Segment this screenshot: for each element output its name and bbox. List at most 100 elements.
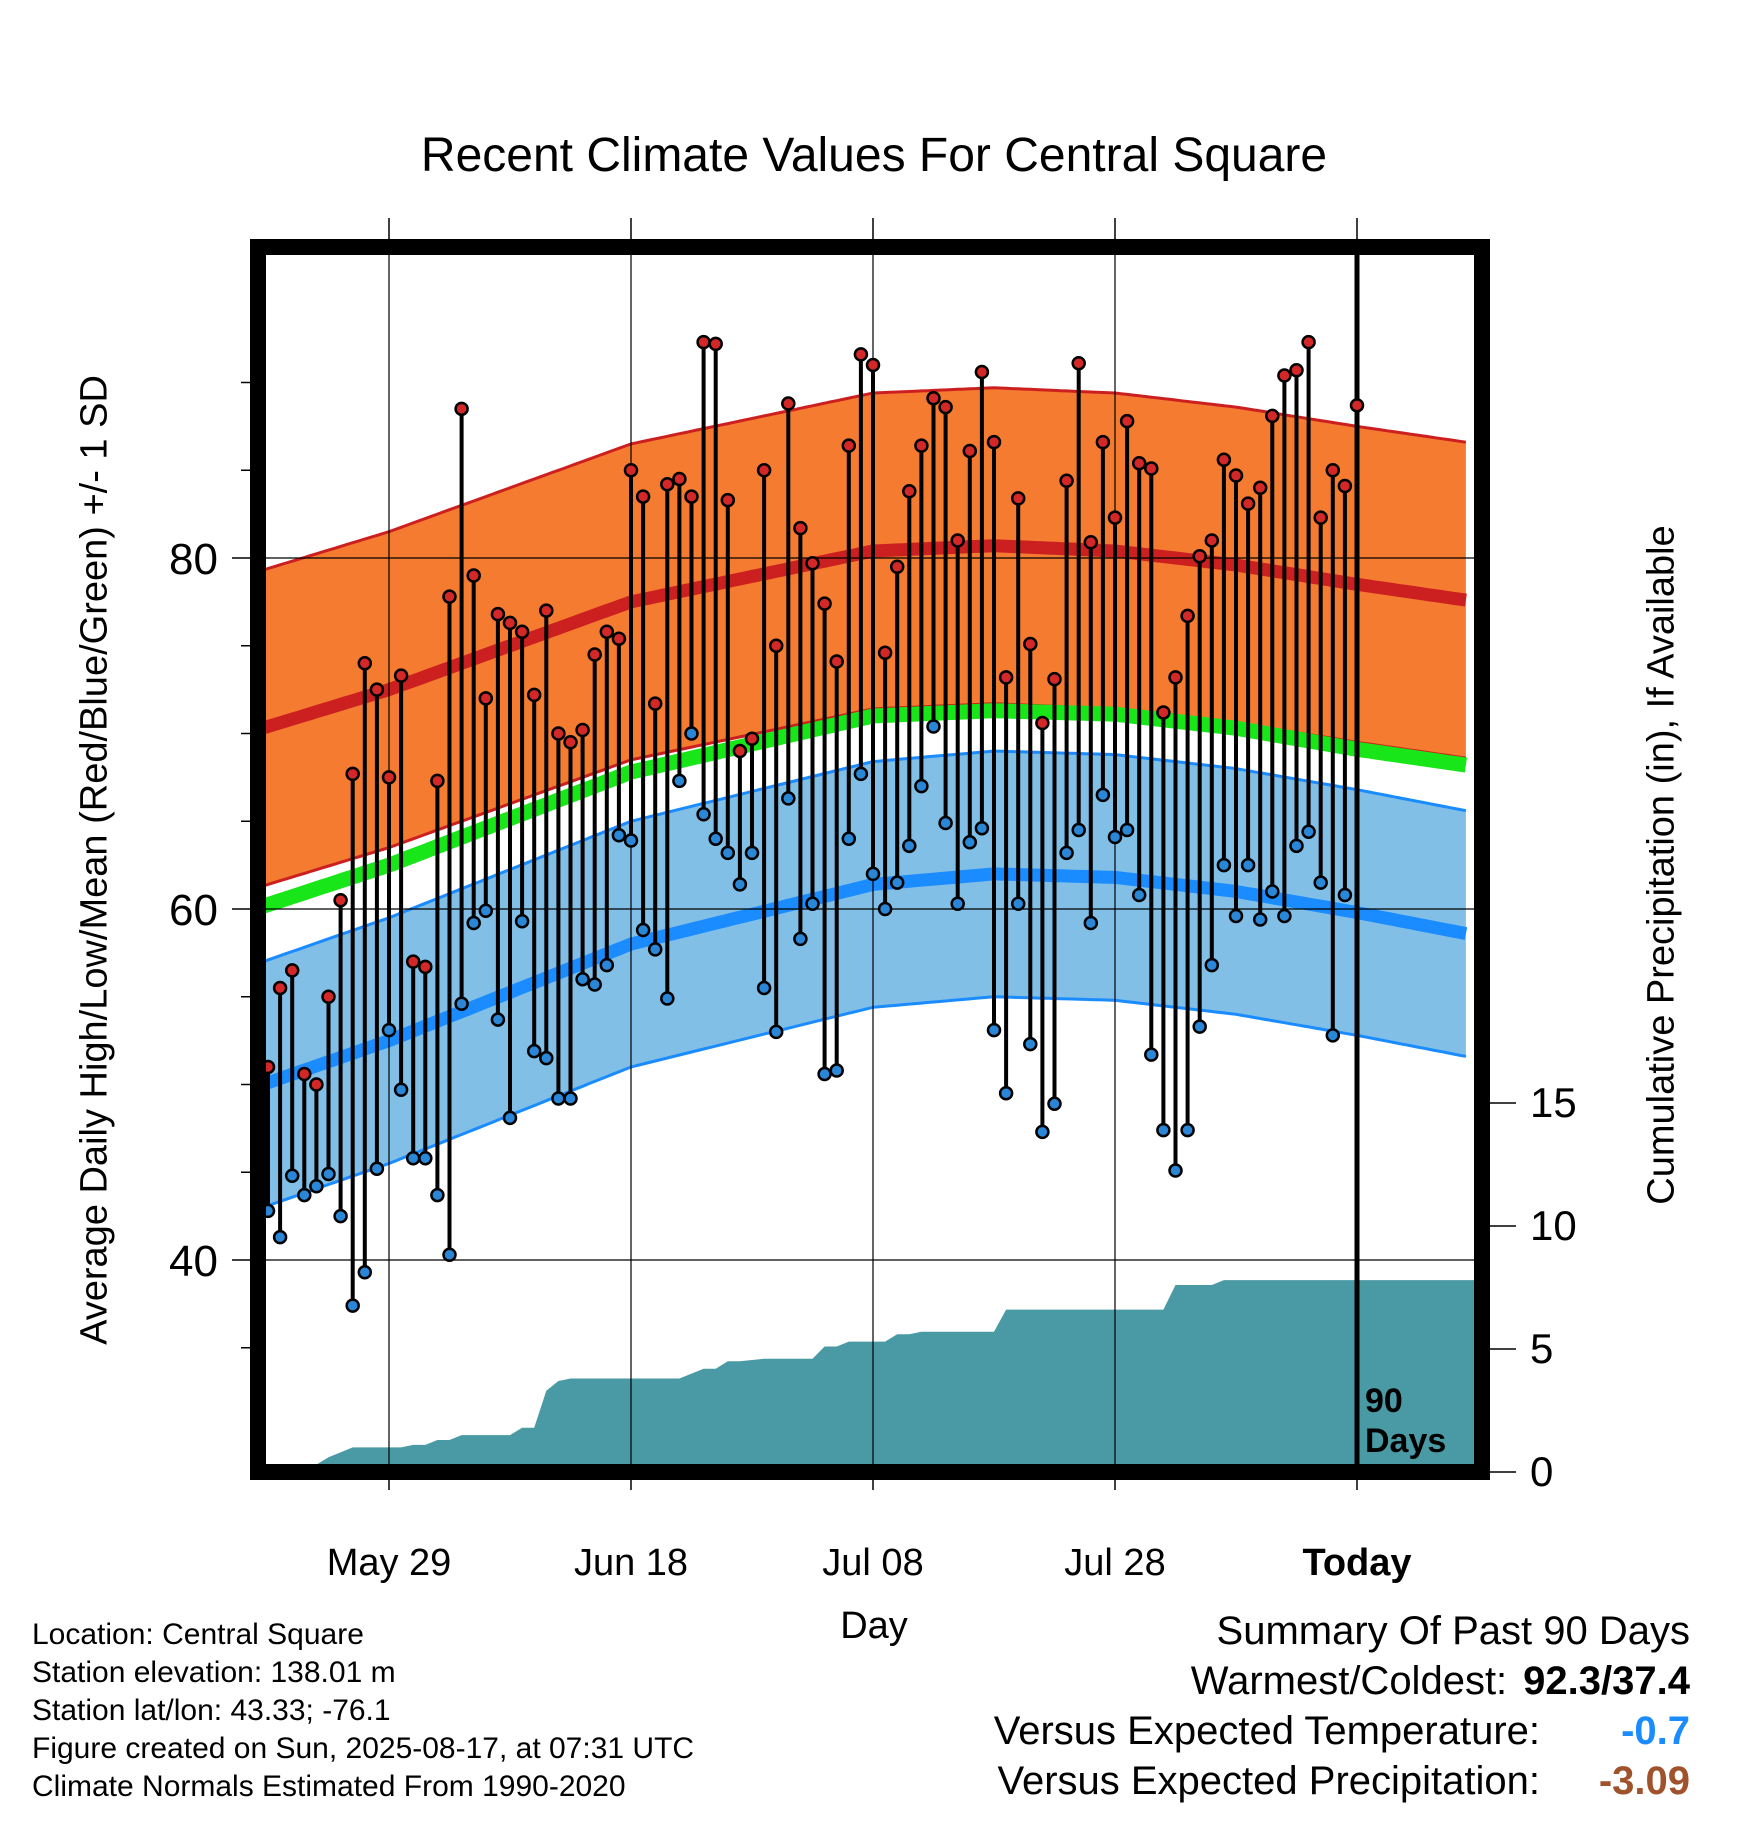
daily-high-point — [962, 443, 978, 459]
daily-high-point — [865, 357, 881, 373]
y-axis-label: Average Daily High/Low/Mean (Red/Blue/Gr… — [73, 375, 116, 1345]
daily-low-point — [720, 845, 736, 861]
daily-low-point — [1095, 787, 1111, 803]
daily-high-point — [321, 989, 336, 1004]
precip-departure-value: -3.09 — [1598, 1759, 1690, 1803]
created-text: Figure created on Sun, 2025-08-17, at 07… — [32, 1732, 695, 1765]
summary-panel: Summary Of Past 90 Days Warmest/Coldest:… — [994, 1606, 1690, 1806]
x-tick-label: May 29 — [327, 1542, 452, 1584]
daily-low-point — [986, 1022, 1002, 1038]
daily-low-point — [877, 901, 893, 917]
daily-low-point — [321, 1166, 336, 1182]
daily-low-point — [1107, 829, 1123, 845]
daily-high-point — [1265, 408, 1280, 424]
daily-low-point — [865, 866, 881, 882]
daily-low-point — [1047, 1096, 1062, 1112]
daily-high-point — [526, 687, 542, 703]
daily-high-point — [539, 603, 554, 618]
days-annotation-line2: Days — [1365, 1422, 1446, 1460]
daily-high-point — [466, 568, 481, 583]
daily-high-point — [1240, 496, 1256, 511]
elevation-text: Station elevation: 138.01 m — [32, 1656, 396, 1689]
daily-low-point — [502, 1110, 518, 1126]
daily-high-point — [297, 1066, 312, 1082]
daily-low-point — [297, 1187, 312, 1203]
daily-low-point — [829, 1063, 844, 1078]
daily-low-point — [817, 1066, 832, 1082]
daily-low-point — [1313, 875, 1328, 890]
y-tick-label: 40 — [169, 1237, 218, 1286]
daily-high-point — [950, 533, 965, 548]
daily-high-point — [1192, 548, 1207, 564]
daily-high-point — [793, 520, 808, 536]
daily-low-point — [1325, 1028, 1341, 1043]
precip-departure-label: Versus Expected Precipitation: — [997, 1759, 1540, 1803]
daily-low-point — [345, 1298, 360, 1313]
daily-high-point — [998, 670, 1014, 685]
temp-departure-label: Versus Expected Temperature: — [993, 1709, 1540, 1753]
daily-high-point — [720, 492, 736, 508]
daily-high-point — [575, 722, 590, 738]
daily-low-point — [914, 778, 929, 794]
daily-high-point — [708, 336, 723, 352]
daily-high-point — [696, 334, 711, 350]
daily-low-point — [357, 1265, 373, 1280]
warmest-coldest-label: Warmest/Coldest: — [1190, 1659, 1508, 1703]
daily-high-point — [284, 963, 300, 978]
daily-high-point — [672, 471, 687, 487]
daily-high-point — [744, 731, 760, 747]
daily-low-point — [660, 991, 675, 1006]
daily-low-point — [1144, 1047, 1159, 1062]
daily-high-point — [551, 726, 566, 741]
daily-high-point — [1119, 413, 1135, 429]
daily-low-point — [805, 896, 820, 911]
summary-heading: Summary Of Past 90 Days — [1216, 1609, 1690, 1653]
daily-low-point — [430, 1187, 445, 1203]
y2-tick-label: 5 — [1530, 1325, 1553, 1372]
daily-low-point — [526, 1043, 542, 1059]
daily-high-point — [647, 696, 663, 711]
daily-low-point — [454, 996, 469, 1012]
daily-high-point — [1349, 398, 1365, 413]
daily-low-point — [672, 773, 687, 789]
daily-low-point — [333, 1208, 348, 1224]
daily-low-point — [1252, 912, 1268, 927]
daily-high-point — [599, 624, 615, 639]
daily-high-point — [926, 391, 941, 406]
daily-low-point — [1119, 822, 1135, 838]
daily-low-point — [1071, 822, 1086, 838]
daily-low-point — [1010, 896, 1026, 911]
daily-high-point — [1035, 715, 1050, 731]
daily-high-point — [684, 489, 699, 504]
daily-low-point — [889, 875, 905, 890]
y-tick-label: 80 — [169, 535, 218, 584]
chart-title: Recent Climate Values For Central Square — [420, 129, 1328, 182]
daily-high-point — [805, 556, 820, 571]
warmest-coldest-row: Warmest/Coldest: 92.3/37.4 — [994, 1656, 1690, 1706]
daily-high-point — [369, 682, 385, 697]
daily-low-point — [1083, 915, 1099, 931]
daily-high-point — [914, 438, 929, 453]
y-tick-label: 60 — [169, 886, 218, 935]
daily-low-point — [442, 1247, 457, 1262]
daily-high-point — [502, 615, 518, 631]
daily-low-point — [381, 1022, 397, 1038]
daily-high-point — [442, 589, 457, 604]
daily-high-point — [381, 770, 397, 785]
temp-departure-row: Versus Expected Temperature: -0.7 — [994, 1706, 1690, 1756]
daily-low-point — [998, 1086, 1014, 1101]
daily-low-point — [926, 719, 941, 734]
daily-high-point — [1023, 636, 1038, 652]
daily-high-point — [974, 364, 990, 380]
daily-high-point — [1168, 670, 1183, 685]
daily-low-point — [1204, 957, 1220, 973]
daily-low-point — [418, 1150, 433, 1166]
daily-low-point — [405, 1150, 421, 1166]
daily-high-point — [1228, 468, 1244, 483]
daily-high-point — [1277, 368, 1292, 383]
daily-low-point — [1023, 1036, 1038, 1052]
daily-high-point — [889, 559, 905, 575]
daily-low-point — [611, 828, 627, 843]
daily-low-point — [1289, 838, 1304, 854]
